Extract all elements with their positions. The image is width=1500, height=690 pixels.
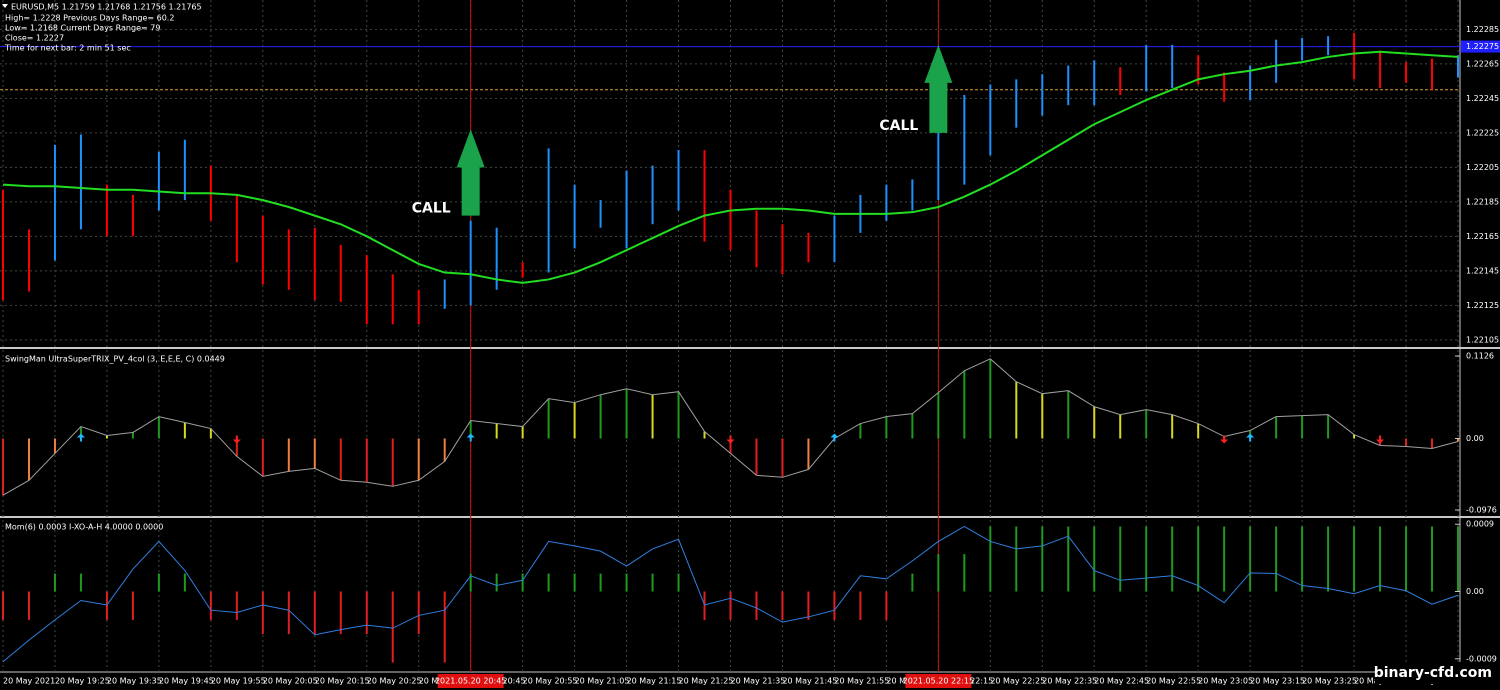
price-box-label: 1.22275 (1466, 42, 1499, 51)
time-label: 20 May 19:25 (55, 677, 110, 686)
time-label: 20 May 23:15 (1250, 677, 1305, 686)
time-label: 20 May 19:55 (211, 677, 266, 686)
indicator-tick-label: 0.1126 (1466, 352, 1494, 361)
time-marker (905, 674, 972, 688)
time-label: 20 May 21:15 (627, 677, 682, 686)
indicator-tick-label: -0.0976 (1466, 505, 1497, 514)
buy-signal (466, 433, 475, 442)
moving-average (2, 50, 1459, 284)
price-tick-label: 1.22265 (1466, 59, 1499, 68)
time-label: 20 May 20:25 (367, 677, 422, 686)
time-label: 20 May 22:35 (1042, 677, 1097, 686)
time-label: 20 May 21:05 (575, 677, 630, 686)
buy-signal (1246, 433, 1255, 442)
price-tick-label: 1.22245 (1466, 94, 1499, 103)
info-line: EURUSD,M5 1.21759 1.21768 1.21756 1.2176… (11, 3, 202, 12)
symbol-menu-arrow[interactable] (2, 4, 8, 8)
price-tick-label: 1.22185 (1466, 197, 1499, 206)
time-marker-label: 2021.05.20 20:45 (435, 677, 506, 686)
sell-signal (726, 435, 735, 444)
indicator-tick-label: 0.0009 (1466, 520, 1494, 529)
indicator-tick-label: -0.0009 (1466, 654, 1497, 663)
time-marker-label: 2021.05.20 22:15 (903, 677, 974, 686)
time-label: 20 May 21:25 (679, 677, 734, 686)
overlay: Mom(6) 0.0003 I-XO-A-H 4.0000 0.0000 -0.0… (2, 3, 1500, 688)
sell-signal (1220, 435, 1229, 444)
info-line: High= 1.2228 Previous Days Range= 60.2 (5, 14, 174, 23)
price-tick-label: 1.22225 (1466, 128, 1499, 137)
sell-signal (232, 435, 241, 444)
indicator-tick-label: 0.00 (1466, 434, 1484, 443)
call-label: CALL (412, 201, 451, 217)
watermark-bg (1375, 662, 1500, 684)
time-label: 20 May 22:25 (990, 677, 1045, 686)
trix-line (2, 358, 1459, 496)
time-label: 20 May 20:55 (523, 677, 578, 686)
call-arrow (456, 129, 485, 216)
time-label: 20 May 20:05 (263, 677, 318, 686)
time-label: 20 May 21:55 (834, 677, 889, 686)
time-label: 20 May 20:15 (315, 677, 370, 686)
price-box (1461, 40, 1500, 53)
price-tick-label: 1.22205 (1466, 163, 1499, 172)
watermark: binary-cfd.com (1374, 665, 1492, 681)
time-label: 20 May 21:35 (731, 677, 786, 686)
time-label: 20 May 19:35 (107, 677, 162, 686)
indicator-title: SwingMan UltraSuperTRIX_PV_4col (3, E,E,… (5, 355, 225, 364)
sell-signal (1376, 435, 1385, 444)
call-label: CALL (879, 118, 918, 134)
time-label: 20 May 22:45 (1094, 677, 1149, 686)
time-label: 20 May 23:05 (1198, 677, 1253, 686)
time-marker (437, 674, 504, 688)
price-tick-label: 1.22285 (1466, 25, 1499, 34)
time-label: 20 May 23:25 (1302, 677, 1357, 686)
call-arrow (924, 44, 953, 133)
time-label: 20 May 22:55 (1146, 677, 1201, 686)
price-tick-label: 1.22145 (1466, 266, 1499, 275)
buy-signal (76, 433, 85, 442)
buy-signal (830, 433, 839, 442)
indicator-tick-label: 0.00 (1466, 587, 1484, 596)
momentum-line (2, 525, 1459, 663)
price-tick-label: 1.22125 (1466, 301, 1499, 310)
info-line: Time for next bar: 2 min 51 sec (4, 44, 131, 53)
time-label: 20 May 21:45 (782, 677, 837, 686)
price-tick-label: 1.22165 (1466, 232, 1499, 241)
info-line: Close= 1.2227 (5, 34, 64, 43)
time-label: 20 May 2021 (3, 677, 55, 686)
info-line: Low= 1.2168 Current Days Range= 79 (5, 24, 160, 33)
time-label: 20 May 19:45 (159, 677, 214, 686)
indicator-title: Mom(6) 0.0003 I-XO-A-H 4.0000 0.0000 (5, 523, 163, 532)
price-tick-label: 1.22105 (1466, 335, 1499, 344)
